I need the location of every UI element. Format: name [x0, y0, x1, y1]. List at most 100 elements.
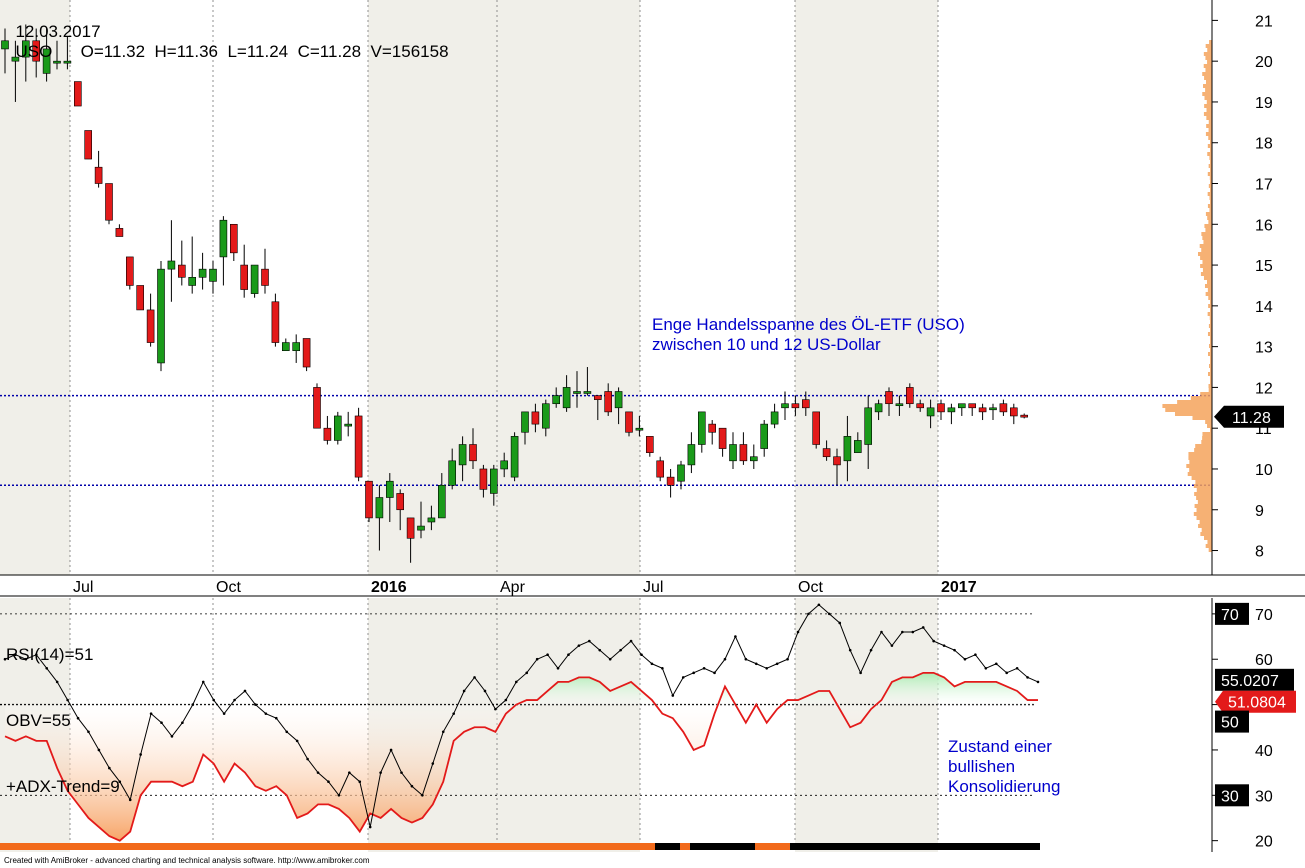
x-tick-label: 2016: [371, 579, 407, 596]
candle-body: [354, 415, 363, 478]
candle-body: [406, 517, 415, 539]
candle-body: [448, 460, 457, 486]
obv-point: [368, 825, 372, 829]
candle-body: [812, 411, 821, 445]
obv-point: [87, 730, 90, 734]
indicator-tick-label: 30: [1255, 788, 1273, 805]
obv-point: [504, 698, 508, 702]
candle-body: [770, 411, 779, 425]
obv-point: [942, 644, 946, 647]
candle-body: [84, 130, 92, 160]
obv-point: [389, 748, 393, 752]
candle-body: [1020, 414, 1029, 418]
obv-point: [191, 703, 195, 706]
candle-body: [458, 444, 467, 466]
obv-point: [379, 771, 382, 774]
candle-body: [666, 476, 675, 486]
obv-point: [828, 612, 831, 616]
candle-body: [645, 436, 654, 453]
candle-body: [957, 403, 966, 409]
obv-line: [4, 604, 1039, 828]
price-tick-label: 16: [1255, 217, 1273, 234]
candle-body: [489, 468, 498, 494]
obv-point: [35, 653, 38, 656]
obv-point: [890, 644, 894, 647]
obv-point: [775, 662, 779, 666]
obv-point: [462, 689, 466, 693]
candle-body: [614, 391, 623, 409]
obv-point: [713, 671, 716, 675]
price-tick-label: 19: [1255, 95, 1273, 112]
candle-body: [718, 427, 727, 449]
obv-point: [535, 657, 539, 661]
obv-point: [546, 653, 549, 656]
obv-point: [911, 630, 915, 634]
obv-point: [1005, 671, 1008, 675]
candle-body: [604, 391, 613, 413]
obv-point: [233, 698, 236, 702]
value-label: 70: [1221, 607, 1239, 624]
obv-point: [671, 694, 675, 697]
x-tick-label: Oct: [216, 579, 241, 596]
obv-point: [1036, 680, 1040, 684]
current-price-marker: [1214, 405, 1284, 428]
state-annotation: Zustand einer bullishen Konsolidierung: [948, 737, 1060, 797]
candle-body: [989, 407, 997, 411]
candle-body: [230, 223, 238, 254]
obv-point: [243, 689, 247, 693]
candle-body: [874, 403, 883, 413]
candle-body: [541, 403, 550, 429]
obv-point: [608, 657, 612, 661]
candle-body: [739, 444, 748, 462]
candle-body: [500, 460, 509, 470]
background-band: [795, 0, 938, 575]
candle-body: [198, 268, 207, 278]
price-tick-label: 8: [1255, 544, 1264, 561]
candle-body: [333, 415, 342, 441]
candle-body: [864, 407, 873, 445]
price-tick-label: 21: [1255, 13, 1273, 30]
indicator-tick-label: 60: [1255, 652, 1273, 669]
obv-point: [796, 630, 800, 634]
obv-point: [285, 730, 289, 734]
price-tick-label: 9: [1255, 503, 1264, 520]
obv-point: [963, 657, 967, 661]
obv-point: [817, 603, 821, 607]
value-label: 50: [1221, 715, 1239, 732]
obv-point: [452, 712, 455, 715]
candle-body: [313, 387, 321, 429]
obv-point: [1026, 676, 1029, 679]
obv-point: [358, 780, 362, 783]
candle-body: [635, 427, 644, 431]
candle-body: [968, 403, 977, 409]
obv-point: [661, 667, 664, 670]
obv-point: [765, 667, 769, 670]
candle-body: [281, 342, 290, 352]
obv-point: [932, 639, 935, 643]
candle-body: [791, 403, 800, 409]
candle-body: [905, 387, 914, 405]
obv-point: [807, 612, 810, 616]
candle-body: [1, 40, 9, 50]
price-tick-label: 20: [1255, 54, 1273, 71]
obv-point: [692, 671, 695, 675]
obv-point: [295, 739, 299, 743]
candle-body: [261, 268, 269, 286]
candle-body: [32, 40, 41, 62]
obv-point: [650, 662, 654, 666]
rsi-line: [4, 671, 1038, 842]
range-annotation-line1: Enge Handelsspanne des ÖL-ETF (USO): [652, 315, 965, 334]
obv-point: [1015, 667, 1019, 670]
candle-body: [344, 423, 353, 427]
candle-body: [21, 40, 30, 58]
obv-point: [118, 780, 122, 783]
x-tick-label: Apr: [500, 579, 526, 596]
candle-body: [885, 391, 893, 405]
obv-point: [421, 794, 424, 797]
indicator-legend: RSI(14)=51 OBV=55 +ADX-Trend=9: [6, 600, 120, 820]
candle-body: [843, 436, 852, 462]
candle-body: [531, 411, 540, 425]
obv-point: [921, 626, 925, 629]
candle-body: [822, 448, 831, 458]
obv-point: [953, 648, 956, 652]
